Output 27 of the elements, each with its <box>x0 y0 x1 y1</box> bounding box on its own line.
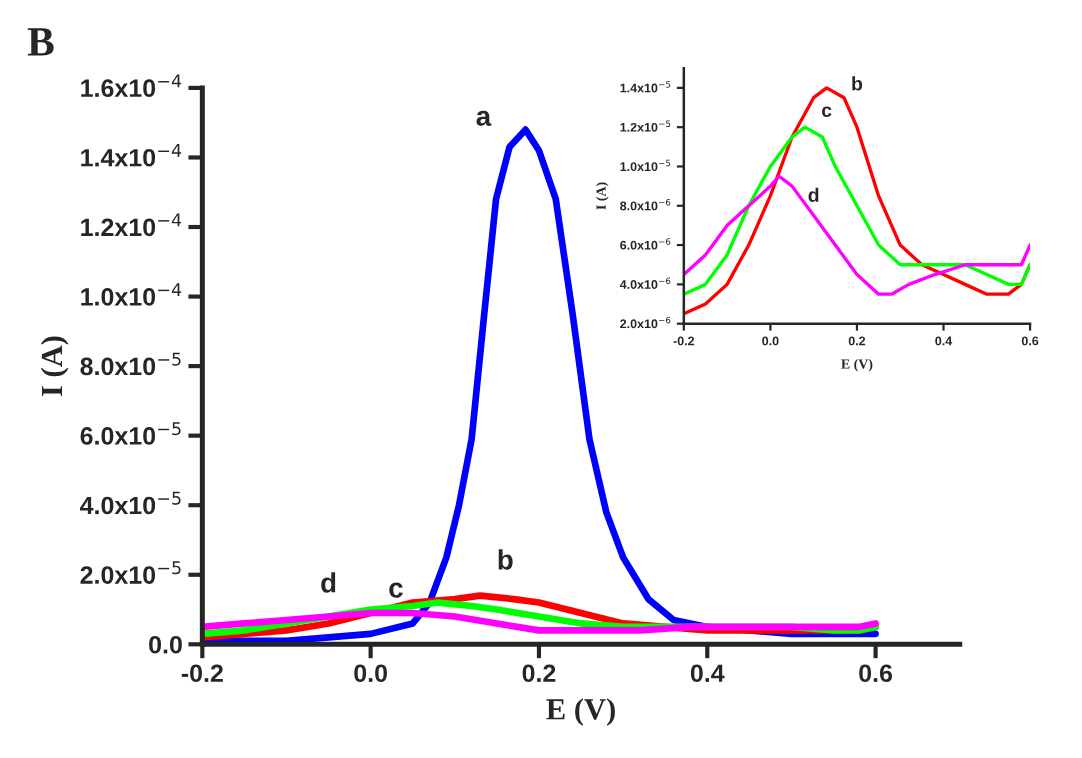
series-label: d <box>321 572 336 593</box>
y-tick-label: 4.0x10$^{−5}$ <box>80 491 181 515</box>
line-series <box>683 174 1031 296</box>
series-label: c <box>389 582 403 598</box>
y-tick-label: 6.0x10$^{−5}$ <box>80 422 181 445</box>
y-tick-label: 1.6x10$^{−4}$ <box>81 74 182 98</box>
line-series <box>202 609 879 634</box>
y-tick-label: 8.0x10$^{−5}$ <box>80 352 181 376</box>
series-label: b <box>852 76 863 91</box>
x-tick-label: 0.2 <box>522 664 556 683</box>
series-label: b <box>498 549 513 570</box>
y-tick-label: 2.0x10$^{−5}$ <box>80 561 181 584</box>
y-tick-label: 1.2x10$^{−4}$ <box>81 213 182 237</box>
x-tick-label: -0.2 <box>181 664 223 683</box>
x-axis-title: E (V) <box>546 698 615 726</box>
y-axis-title: I (A) <box>40 336 69 397</box>
series-label: a <box>476 110 492 126</box>
y-tick-label: 1.4x10$^{−4}$ <box>81 144 182 167</box>
x-tick-label: 0.4 <box>690 664 725 683</box>
x-tick-label: 0.6 <box>859 664 893 683</box>
series-label: c <box>822 106 832 118</box>
x-tick-label: 0.0 <box>354 664 387 683</box>
y-tick-label: 0.0 <box>149 635 182 654</box>
text: B <box>27 28 54 56</box>
line-series <box>683 125 1031 296</box>
series-label: d <box>808 187 819 202</box>
y-tick-label: 1.0x10$^{−4}$ <box>81 283 182 306</box>
